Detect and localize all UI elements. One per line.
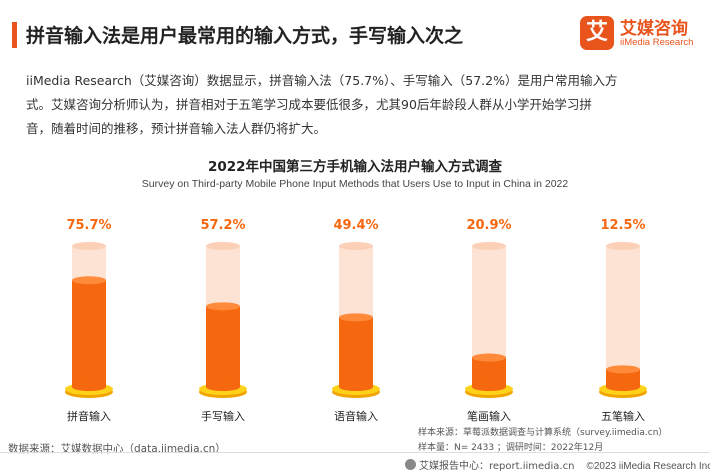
bar-top [339,313,373,322]
bar-track-top [72,242,106,250]
value-label: 12.5% [600,218,645,233]
bar-bottom [206,383,240,391]
bar [206,306,240,387]
category-label: 语音输入 [334,409,378,423]
bar-track [606,246,640,387]
bar-track-top [206,242,240,250]
report-center-icon [405,459,416,470]
bar [72,280,106,387]
page-headline: 拼音输入法是用户最常用的输入方式，手写输入次之 [26,25,464,47]
bar [606,369,640,387]
bar-bottom [72,383,106,391]
bar-top [606,365,640,374]
description: iiMedia Research（艾媒咨询）数据显示，拼音输入法（75.7%）、… [26,69,690,141]
copyright: ©2023 iiMedia Research Inc [586,461,710,472]
bar-track-top [472,242,506,250]
report-site-link[interactable]: 艾媒报告中心：report.iimedia.cn [419,461,575,472]
chart-title: 2022年中国第三方手机输入法用户输入方式调查 [207,159,503,175]
bar-track-top [606,242,640,250]
description-line: 音，随着时间的推移，预计拼音输入法人群仍将扩大。 [26,121,327,136]
logo-chinese-name: 艾媒咨询 [620,19,688,39]
category-label: 手写输入 [201,409,245,423]
bar-top [72,276,106,285]
iimedia-logo: 艾 艾媒咨询 iiMedia Research [580,13,700,57]
sample-source-note: 样本来源：草莓派数据调查与计算系统（survey.iimedia.cn） [418,428,668,438]
footer: 艾媒报告中心：report.iimedia.cn ©2023 iiMedia Re… [405,457,710,472]
bar-top [472,353,506,362]
footer-divider [0,452,710,453]
description-line: 式。艾媒咨询分析师认为，拼音相对于五笔学习成本要低很多，尤其90后年龄段人群从小… [26,97,592,112]
title-accent-bar [12,22,17,48]
bar-group: 49.4% 语音输入 [332,218,380,423]
data-source: 数据来源：艾媒数据中心（data.iimedia.cn） [8,443,226,455]
description-line: iiMedia Research（艾媒咨询）数据显示，拼音输入法（75.7%）、… [26,73,618,88]
bar-group: 12.5% 五笔输入 [599,218,647,423]
logo-english-name: iiMedia Research [620,37,694,48]
value-label: 75.7% [66,218,111,233]
value-label: 20.9% [466,218,511,233]
bar-top [206,302,240,311]
bar-group: 57.2% 手写输入 [199,218,247,423]
category-label: 拼音输入 [67,409,111,423]
bar-bottom [339,383,373,391]
category-label: 五笔输入 [601,409,645,423]
bar-bottom [606,383,640,391]
value-label: 57.2% [200,218,245,233]
chart-subtitle: Survey on Third-party Mobile Phone Input… [141,178,569,190]
category-label: 笔画输入 [467,409,511,423]
bar [472,357,506,387]
sample-info-note: 样本量：N= 2433 ；调研时间：2022年12月 [418,443,604,453]
bar [339,317,373,387]
bar-group: 20.9% 笔画输入 [465,218,513,423]
logo-mark: 艾 [580,16,614,50]
bar-group: 75.7% 拼音输入 [65,218,113,423]
bar-track-top [339,242,373,250]
bar-bottom [472,383,506,391]
value-label: 49.4% [333,218,378,233]
